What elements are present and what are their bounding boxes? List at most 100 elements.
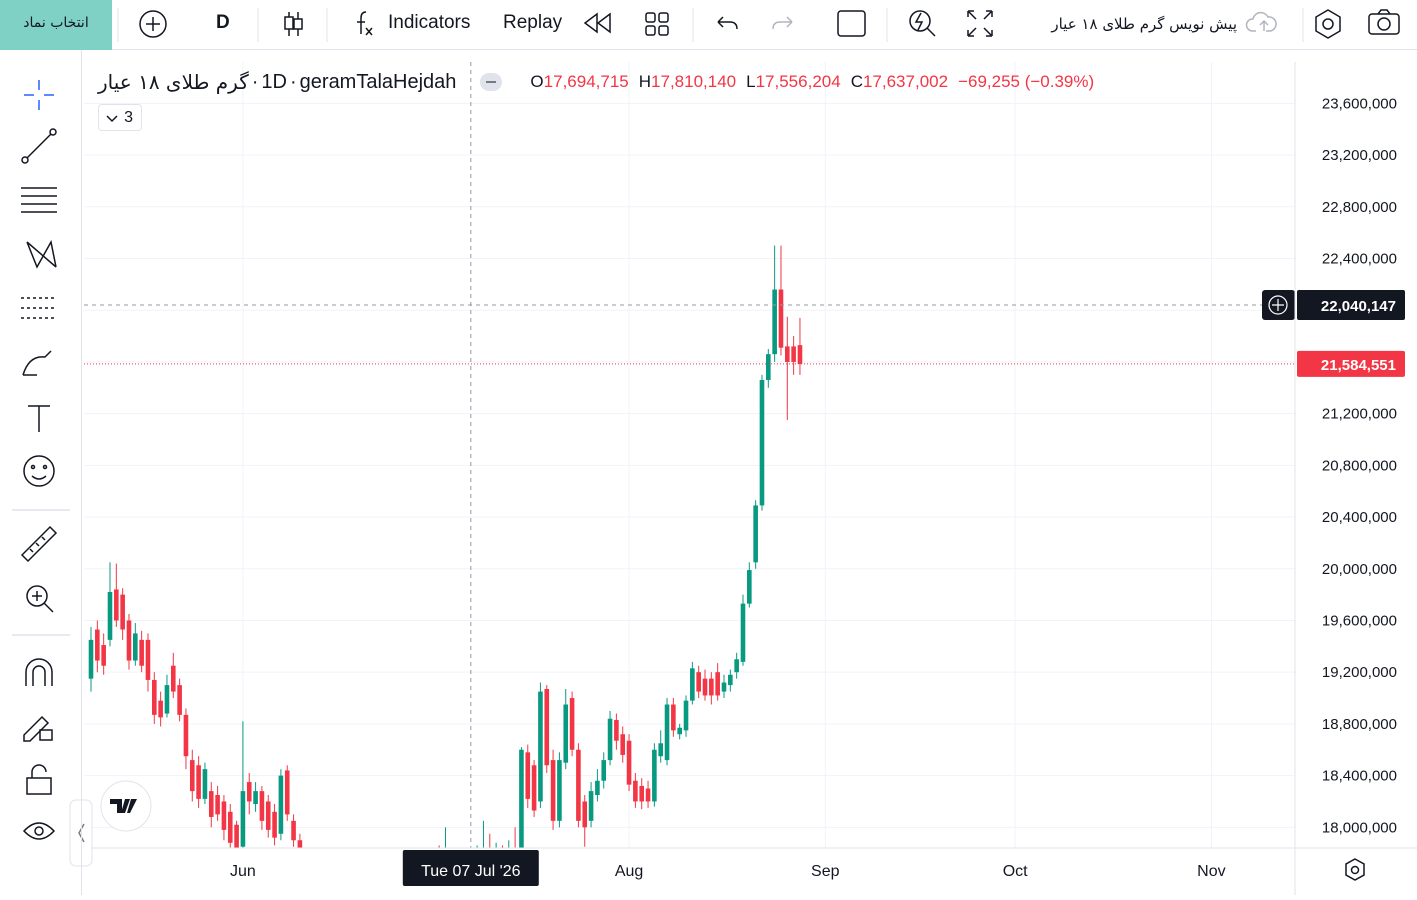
symbol-name: گرم طلای ۱۸ عیار (98, 70, 249, 94)
left-toolbar (0, 50, 82, 895)
candle-body (614, 720, 619, 741)
candle-body (367, 885, 372, 891)
candle-body (791, 346, 796, 362)
candle-body (222, 801, 227, 829)
candle-body (266, 801, 271, 829)
candle-body (127, 620, 132, 660)
candle-body (608, 719, 613, 760)
candle-body (89, 640, 94, 679)
candle-body (696, 672, 701, 691)
open-value: 17,694,715 (544, 72, 629, 92)
candle-body (304, 853, 309, 872)
x-tick-label: Jun (230, 863, 256, 880)
interval: 1D (261, 71, 287, 94)
candle-body (196, 765, 201, 799)
separator: · (252, 71, 259, 94)
candle-body (241, 791, 246, 847)
candle-body (589, 791, 594, 821)
candle-body (532, 765, 537, 810)
legend: گرم طلای ۱۸ عیار · 1D · geramTalaHejdah … (98, 68, 1094, 96)
candle-body (766, 354, 771, 380)
settings-icon[interactable] (1346, 859, 1364, 880)
high-value: 17,810,140 (651, 72, 736, 92)
candle-body (639, 786, 644, 802)
drawing-tools (0, 50, 82, 895)
last-price-label: 21,584,551 (1321, 357, 1396, 374)
candle-body (361, 885, 366, 895)
candle-body (323, 876, 328, 894)
candle-body (671, 705, 676, 731)
x-tick-label: Oct (1003, 863, 1028, 880)
candle-body (709, 679, 714, 696)
candle-body (684, 701, 689, 731)
candle-body (393, 879, 398, 885)
candle-body (557, 760, 562, 821)
candle-body (95, 630, 100, 661)
replay-button[interactable]: Replay (503, 12, 562, 34)
candle-body (386, 876, 391, 885)
y-tick-label: 20,800,000 (1322, 457, 1397, 474)
indicators-toggle[interactable]: 3 (98, 104, 142, 131)
candle-body (120, 595, 125, 630)
candle-body (627, 741, 632, 785)
candle-body (177, 685, 182, 715)
candle-body (114, 589, 119, 620)
y-tick-label: 22,400,000 (1322, 251, 1397, 268)
candle-body (570, 698, 575, 750)
high-label: H (639, 72, 651, 92)
low-label: L (746, 72, 755, 92)
candle-body (747, 570, 752, 604)
logo[interactable] (101, 781, 151, 831)
y-tick-label: 20,400,000 (1322, 509, 1397, 526)
candle-body (272, 812, 277, 838)
ticker: geramTalaHejdah (300, 71, 457, 94)
x-tick-label: Sep (811, 863, 840, 880)
y-tick-label: 23,200,000 (1322, 147, 1397, 164)
candle-body (646, 789, 651, 802)
candle-body (298, 840, 303, 853)
candle-body (234, 825, 239, 851)
overlay: 18,000,00018,400,00018,800,00019,200,000… (84, 62, 1405, 886)
y-tick-label: 20,000,000 (1322, 561, 1397, 578)
candle-body (317, 876, 322, 885)
legend-toggle[interactable] (480, 73, 502, 91)
candle-body (165, 685, 170, 713)
candle-body (171, 666, 176, 692)
crosshair-date-label: Tue 07 Jul '26 (421, 863, 521, 880)
y-tick-label: 18,400,000 (1322, 768, 1397, 785)
interval-button[interactable]: D (216, 12, 230, 34)
x-tick-label: Nov (1197, 863, 1225, 880)
candle-body (563, 705, 568, 763)
candles (89, 246, 803, 895)
candle-body (279, 776, 284, 834)
candle-body (779, 290, 784, 348)
y-tick-label: 22,800,000 (1322, 199, 1397, 216)
candle-body (658, 743, 663, 756)
candle-body (690, 668, 695, 700)
candle-body (380, 876, 385, 881)
y-tick-label: 21,200,000 (1322, 406, 1397, 423)
candle-body (665, 705, 670, 761)
candle-body (184, 715, 189, 756)
candle-body (772, 290, 777, 355)
grid (84, 62, 1295, 848)
candle-body (260, 791, 265, 821)
candle-body (203, 769, 208, 799)
open-label: O (530, 72, 543, 92)
candle-body (798, 345, 803, 364)
x-tick-label: Aug (615, 863, 643, 880)
y-tick-label: 19,600,000 (1322, 612, 1397, 629)
indicators-button[interactable]: Indicators (388, 12, 470, 34)
layout-name[interactable]: پیش نویس گرم طلای ۱۸ عیار (1051, 15, 1237, 33)
candle-body (760, 380, 765, 505)
change-value: −69,255 (−0.39%) (958, 72, 1094, 92)
candle-body (525, 752, 530, 799)
candle-body (139, 640, 144, 666)
candle-body (158, 701, 163, 718)
indicators-count: 3 (124, 109, 133, 126)
chevron (106, 114, 118, 124)
candle-body (544, 689, 549, 765)
crosshair-price-label: 22,040,147 (1321, 298, 1396, 315)
candle-body (146, 640, 151, 680)
